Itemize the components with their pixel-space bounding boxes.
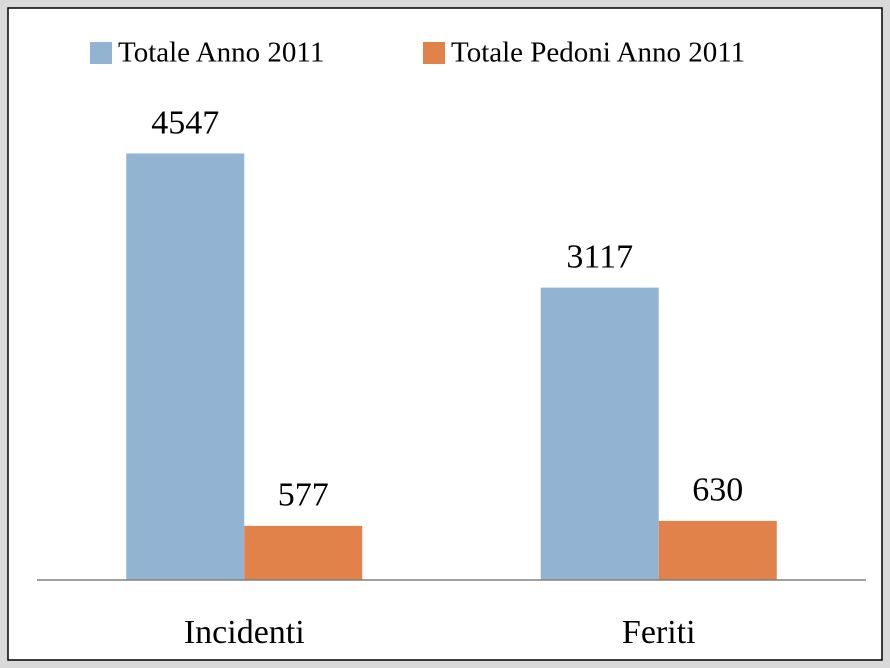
legend-label: Totale Pedoni Anno 2011	[451, 37, 745, 69]
data-label: 630	[692, 472, 743, 509]
legend-swatch	[423, 42, 445, 64]
legend-swatch	[90, 42, 112, 64]
data-label: 4547	[151, 104, 219, 141]
data-label: 3117	[566, 238, 633, 275]
bar	[244, 525, 363, 580]
legend-label: Totale Anno 2011	[118, 37, 324, 69]
bar	[126, 153, 245, 580]
bar	[540, 287, 659, 580]
data-label: 577	[278, 477, 329, 514]
bar	[658, 520, 777, 580]
x-tick-label: Incidenti	[184, 614, 305, 651]
x-tick-label: Feriti	[622, 614, 696, 651]
